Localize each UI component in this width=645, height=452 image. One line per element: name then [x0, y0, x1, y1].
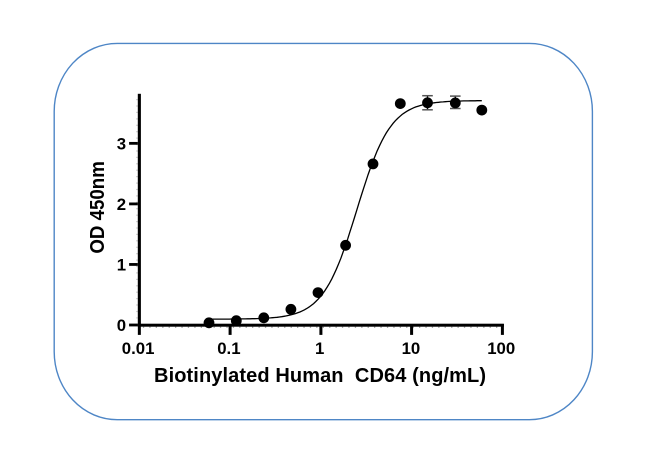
svg-text:10: 10 — [402, 339, 421, 358]
svg-text:0: 0 — [117, 316, 126, 335]
svg-text:0.1: 0.1 — [217, 339, 240, 358]
svg-text:1: 1 — [315, 339, 324, 358]
svg-text:100: 100 — [487, 339, 515, 358]
svg-text:0.01: 0.01 — [122, 339, 155, 358]
svg-text:2: 2 — [117, 195, 126, 214]
svg-text:Biotinylated Human CD64 (ng/m: Biotinylated Human CD64 (ng/mL) — [154, 365, 486, 387]
svg-text:OD 450nm: OD 450nm — [87, 161, 109, 254]
svg-text:3: 3 — [117, 134, 126, 153]
svg-text:1: 1 — [117, 256, 126, 275]
